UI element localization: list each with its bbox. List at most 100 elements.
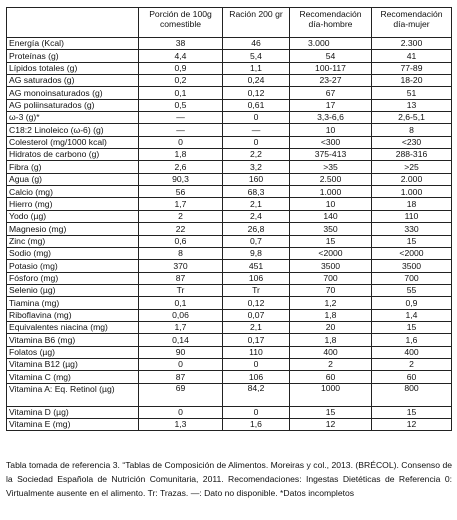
table-row: Vitamina C (mg) 87 106 60 60 [6,370,452,384]
nutrient-label: Riboflavina (mg) [6,308,139,322]
table-row: C18:2 Linoleico (ω-6) (g) — —10 8 [6,123,452,137]
recommendation-men-value: 67 [289,86,372,100]
recommendation-men-value: 700 [289,271,372,285]
ration-200g-value: 84,2 [222,382,290,407]
nutrient-label: Vitamina A: Eq. Retinol (µg) [6,382,139,407]
recommendation-men-value: >35 [289,160,372,174]
recommendation-women-value: 1.000 [371,185,452,199]
ration-200g-value: 9,8 [222,246,290,261]
nutrient-label: Potasio (mg) [6,259,139,273]
table-row: Colesterol (mg/1000 kcal) 0 0 <300 <230 [6,135,452,150]
ration-200g-value: 0 [222,357,290,372]
nutrient-label: Tiamina (mg) [6,296,139,310]
recommendation-men-value: 17 [289,98,372,113]
ration-200g-value: 106 [222,370,290,384]
header-cell-portion-100g: Porción de 100g comestible [138,7,223,38]
recommendation-women-value: 15 [371,320,452,335]
recommendation-men-value: 350 [289,222,372,236]
table-row: Lípidos totales (g) 0,9 1,1 100-117 77-89 [6,61,452,76]
portion-100g-value: 1,7 [138,197,223,211]
table-row: Vitamina B12 (µg) 0 0 2 2 [6,357,452,372]
header-cell-recommendation-women: Recomendación día-mujer [371,7,452,38]
portion-100g-value: 90 [138,345,223,359]
recommendation-women-value: 700 [371,271,452,285]
portion-100g-value: 69 [138,382,223,407]
portion-100g-value: 1,7 [138,320,223,335]
recommendation-men-value: 2.500 [289,172,372,187]
recommendation-men-value: 100-117 [289,61,372,76]
portion-100g-value: Tr [138,283,223,298]
portion-100g-value: 0,6 [138,234,223,248]
ration-200g-value: 2,1 [222,197,290,211]
nutrient-label: C18:2 Linoleico (ω-6) (g) [6,123,139,137]
nutrient-label: Equivalentes niacina (mg) [6,320,139,335]
portion-100g-value: 0 [138,135,223,150]
ration-200g-value: 5,4 [222,49,290,63]
recommendation-women-value: 2 [371,357,452,372]
nutrient-label: Sodio (mg) [6,246,139,261]
ration-200g-value: 1,1 [222,61,290,76]
recommendation-women-value: 55 [371,283,452,298]
portion-100g-value: 0,06 [138,308,223,322]
ration-200g-value: 0,61 [222,98,290,113]
ration-200g-value: 2,1 [222,320,290,335]
recommendation-women-value: 41 [371,49,452,63]
header-cell-nutrient [6,7,139,38]
nutrient-label: AG saturados (g) [6,74,139,88]
recommendation-women-value: 51 [371,86,452,100]
nutrient-label: AG poliinsaturados (g) [6,98,139,113]
nutrient-label: Hierro (mg) [6,197,139,211]
ration-200g-value: 110 [222,345,290,359]
portion-100g-value: 8 [138,246,223,261]
recommendation-men-value: 1000 [289,382,372,407]
portion-100g-value: 1,3 [138,417,223,432]
recommendation-men-value: 15 [289,405,372,419]
recommendation-men-value: 10 [289,123,372,137]
recommendation-women-value: <2000 [371,246,452,261]
portion-100g-value: 0,5 [138,98,223,113]
portion-100g-value: 1,8 [138,148,223,162]
portion-100g-value: 56 [138,185,223,199]
recommendation-women-value: <230 [371,135,452,150]
recommendation-women-value: 15 [371,234,452,248]
recommendation-men-value: 1,8 [289,333,372,347]
recommendation-men-value: 140 [289,209,372,224]
portion-100g-value: 0,2 [138,74,223,88]
ration-200g-value: 0 [222,111,290,125]
portion-100g-value: 2 [138,209,223,224]
table-caption: Tabla tomada de referencia 3. “Tablas de… [6,458,452,501]
table-row: AG poliinsaturados (g) 0,5 0,61 17 13 [6,98,452,113]
recommendation-women-value: 288-316 [371,148,452,162]
recommendation-women-value: 15 [371,405,452,419]
ration-200g-value: 26,8 [222,222,290,236]
portion-100g-value: 22 [138,222,223,236]
recommendation-men-value: 1.000 [289,185,372,199]
recommendation-women-value: 2.300 [371,36,452,51]
recommendation-men-value: 3500 [289,259,372,273]
ration-200g-value: 106 [222,271,290,285]
table-row: Fibra (g) 2,6 3,2 >35 >25 [6,160,452,174]
portion-100g-value: 87 [138,370,223,384]
recommendation-women-value: 800 [371,382,452,407]
portion-100g-value: 0 [138,405,223,419]
table-row: Potasio (mg) 370 451 3500 3500 [6,259,452,273]
nutrient-label: Zinc (mg) [6,234,139,248]
table-row: Vitamina B6 (mg) 0,14 0,17 1,8 1,6 [6,333,452,347]
nutrient-label: Fósforo (mg) [6,271,139,285]
recommendation-men-value: <2000 [289,246,372,261]
nutrient-label: Vitamina C (mg) [6,370,139,384]
recommendation-women-value: 18-20 [371,74,452,88]
nutrient-label: Magnesio (mg) [6,222,139,236]
ration-200g-value: 0,24 [222,74,290,88]
ration-200g-value: 1,6 [222,417,290,432]
portion-100g-value: — [138,111,223,125]
recommendation-men-value: 54 [289,49,372,63]
portion-100g-value: 0 [138,357,223,372]
recommendation-men-value: 375-413 [289,148,372,162]
portion-100g-value: — [138,123,223,137]
nutrient-label: Proteínas (g) [6,49,139,63]
nutrient-label: ω-3 (g)* [6,111,139,125]
portion-100g-value: 2,6 [138,160,223,174]
nutrient-label: Vitamina B6 (mg) [6,333,139,347]
